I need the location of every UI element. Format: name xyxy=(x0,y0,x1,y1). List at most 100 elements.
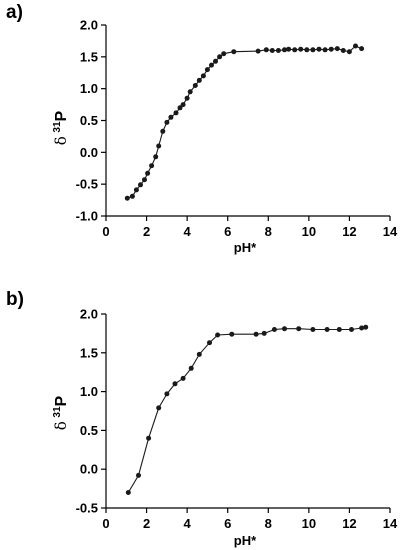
data-point xyxy=(196,351,202,357)
data-point xyxy=(336,327,342,332)
data-point xyxy=(160,128,166,134)
data-point xyxy=(263,47,269,53)
y-tick-label: 0.0 xyxy=(80,145,98,160)
x-tick-label: 0 xyxy=(102,516,109,531)
data-point xyxy=(188,365,194,371)
x-tick-label: 0 xyxy=(102,224,109,239)
data-point xyxy=(310,327,316,332)
data-point xyxy=(215,332,221,338)
y-tick-label: 0.5 xyxy=(80,113,98,128)
chart-b-x-ticks: 0 2 4 6 8 10 12 14 xyxy=(102,508,398,531)
data-point xyxy=(133,187,139,193)
data-point xyxy=(261,330,267,336)
data-point xyxy=(286,46,292,52)
chart-b-axes xyxy=(105,314,390,509)
data-point xyxy=(146,435,152,441)
x-tick-label: 2 xyxy=(143,516,150,531)
data-point xyxy=(269,48,275,53)
data-point xyxy=(275,48,281,53)
data-point xyxy=(164,119,170,125)
data-point xyxy=(138,182,143,188)
chart-b-points xyxy=(125,324,369,495)
data-point xyxy=(196,77,202,83)
y-tick-label: 1.5 xyxy=(80,345,98,360)
y-tick-label: 0.0 xyxy=(80,462,98,477)
data-point xyxy=(296,326,302,332)
data-point xyxy=(153,154,159,160)
data-point xyxy=(213,58,218,64)
data-point xyxy=(142,177,147,183)
data-point xyxy=(129,193,135,199)
data-point xyxy=(310,47,316,53)
data-point xyxy=(217,54,223,60)
x-tick-label: 10 xyxy=(302,224,316,239)
y-tick-label: 0.5 xyxy=(80,423,98,438)
chart-a-points xyxy=(124,43,365,201)
data-point xyxy=(353,43,358,49)
data-point xyxy=(124,195,130,201)
data-point xyxy=(177,105,183,111)
data-point xyxy=(328,46,334,52)
x-tick-label: 6 xyxy=(224,224,231,239)
x-tick-label: 4 xyxy=(184,516,192,531)
data-point xyxy=(156,405,162,411)
y-tick-label: -1.0 xyxy=(76,209,98,224)
x-tick-label: 14 xyxy=(383,224,398,239)
x-tick-label: 8 xyxy=(265,516,272,531)
data-point xyxy=(324,327,330,332)
x-tick-label: 14 xyxy=(383,516,398,531)
data-point xyxy=(298,46,304,52)
data-point xyxy=(304,47,310,53)
chart-a-series xyxy=(127,45,362,199)
data-point xyxy=(229,331,235,337)
x-tick-label: 12 xyxy=(342,224,356,239)
y-tick-label: -0.5 xyxy=(76,501,98,516)
data-point xyxy=(359,325,365,331)
y-tick-label: 2.0 xyxy=(80,18,98,33)
data-point xyxy=(334,46,340,52)
data-point xyxy=(168,114,174,120)
data-point xyxy=(207,340,212,346)
data-point xyxy=(172,381,178,387)
chart-panel-b: b) 0 2 4 6 8 10 12 14 -0.5 0.0 0.5 1.0 1.5 2.0 pH* δ… xyxy=(6,289,398,548)
chart-b-x-axis-title: pH* xyxy=(234,533,257,548)
series-line xyxy=(127,45,362,199)
data-point xyxy=(184,95,190,101)
chart-a-y-axis-title: δ 31P xyxy=(52,110,70,145)
chart-a-y-ticks: -1.0 -0.5 0.0 0.5 1.0 1.5 2.0 xyxy=(76,18,106,224)
y-tick-label: 1.0 xyxy=(80,384,98,399)
data-point xyxy=(136,472,141,478)
data-point xyxy=(253,331,259,337)
data-point xyxy=(231,49,237,55)
x-tick-label: 6 xyxy=(224,516,231,531)
data-point xyxy=(125,490,131,495)
data-point xyxy=(346,49,352,55)
data-point xyxy=(156,143,162,149)
x-tick-label: 12 xyxy=(342,516,356,531)
chart-a-x-ticks: 0 2 4 6 8 10 12 14 xyxy=(102,216,398,239)
data-point xyxy=(192,83,198,88)
x-tick-label: 10 xyxy=(302,516,316,531)
data-point xyxy=(316,46,322,52)
data-point xyxy=(349,327,354,332)
series-line xyxy=(127,326,366,493)
data-point xyxy=(180,102,186,108)
chart-b-y-axis-title: δ 31P xyxy=(52,395,70,430)
data-point xyxy=(204,67,210,73)
data-point xyxy=(221,51,227,57)
data-point xyxy=(282,326,287,332)
chart-panel-a: a) 0 2 4 6 8 10 12 14 -1.0 -0.5 0.0 0.5 1.0 1.5 2.0 p… xyxy=(6,2,398,255)
chart-b-y-ticks: -0.5 0.0 0.5 1.0 1.5 2.0 xyxy=(76,307,106,516)
x-tick-label: 2 xyxy=(143,224,150,239)
x-tick-label: 4 xyxy=(184,224,192,239)
data-point xyxy=(180,375,186,381)
panel-label-b: b) xyxy=(6,289,24,310)
data-point xyxy=(145,170,151,176)
data-point xyxy=(173,110,179,116)
data-point xyxy=(187,89,193,95)
y-tick-label: 2.0 xyxy=(80,307,98,322)
chart-a-x-axis-title: pH* xyxy=(234,240,257,255)
data-point xyxy=(255,48,261,54)
chart-a-axes xyxy=(105,25,390,217)
